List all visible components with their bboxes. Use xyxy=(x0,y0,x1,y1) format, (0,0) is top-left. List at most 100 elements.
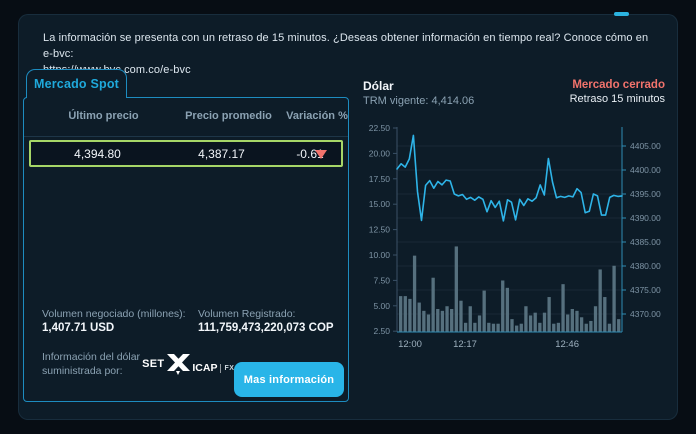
volume-bar xyxy=(593,306,598,332)
volume-axis-label: 20.00 xyxy=(369,148,391,158)
logo-icap-text: ICAP xyxy=(192,362,218,374)
volume-bar xyxy=(584,323,588,332)
logo-separator xyxy=(220,363,222,373)
spot-market-panel: Último precio Precio promedio Variación % … xyxy=(23,97,349,402)
table-row-selected[interactable]: 4,394.80 4,387.17 -0.61 xyxy=(29,140,343,167)
price-axis-label: 4405.00 xyxy=(630,141,661,151)
market-status-badge: Mercado cerrado xyxy=(572,79,665,91)
volume-axis-label: 22.50 xyxy=(369,123,391,133)
volume-bar xyxy=(426,314,431,332)
volume-bar xyxy=(538,322,542,332)
volume-bar xyxy=(450,309,454,332)
volume-bar xyxy=(575,310,579,332)
panel-edge-indicator xyxy=(614,12,629,16)
volume-bar xyxy=(570,309,574,332)
volume-axis-label: 15.00 xyxy=(369,199,391,209)
set-icap-fx-logo: SET ICAP FX xyxy=(142,352,234,376)
volume-bar xyxy=(579,317,584,332)
time-axis-label: 12:46 xyxy=(555,339,579,350)
volume-bar xyxy=(412,255,417,332)
volume-bar xyxy=(431,277,435,332)
volume-bar xyxy=(496,323,500,332)
tab-mercado-spot[interactable]: Mercado Spot xyxy=(26,69,127,98)
triangle-down-icon xyxy=(315,150,327,159)
volume-bar xyxy=(566,314,570,332)
volume-bar xyxy=(598,269,602,332)
volume-axis-label: 2.50 xyxy=(373,326,390,336)
tab-mercado-spot-label: Mercado Spot xyxy=(33,77,120,91)
price-axis-label: 4400.00 xyxy=(630,165,661,175)
volume-bar xyxy=(612,265,616,332)
table-header-cell: Precio promedio xyxy=(185,110,272,122)
table-header-cell: Último precio xyxy=(68,110,139,122)
volume-bar xyxy=(491,323,496,332)
volume-axis-label: 10.00 xyxy=(369,250,391,260)
volumen-negociado-label: Volumen negociado (millones): xyxy=(42,308,186,320)
volume-bar xyxy=(556,322,561,332)
provider-label-line2: suministrada por: xyxy=(42,365,123,377)
volume-bar xyxy=(454,246,458,332)
volume-bar xyxy=(607,323,612,332)
volume-bar xyxy=(408,298,412,332)
volume-bar xyxy=(477,315,482,332)
delay-notice: La información se presenta con un retras… xyxy=(43,30,661,78)
volume-section: Volumen negociado (millones): 1,407.71 U… xyxy=(42,308,338,334)
logo-set-text: SET xyxy=(142,358,165,370)
volume-bar xyxy=(524,306,528,332)
volume-bar xyxy=(561,284,565,332)
volume-axis-label: 7.50 xyxy=(373,275,390,285)
set-icap-mark-icon xyxy=(167,354,191,375)
logo-fx-text: FX xyxy=(224,365,235,372)
volume-bar xyxy=(552,323,556,332)
volume-bar xyxy=(603,297,607,332)
volume-bar xyxy=(533,312,537,332)
market-delay-label: Retraso 15 minutos xyxy=(569,93,665,105)
table-header-row: Último precio Precio promedio Variación % xyxy=(36,110,348,128)
mas-informacion-button[interactable]: Mas información xyxy=(234,362,344,397)
volume-bar xyxy=(422,310,426,332)
volume-bar xyxy=(403,296,407,332)
volume-bar xyxy=(459,300,463,332)
volume-bar xyxy=(399,296,403,332)
volume-bar xyxy=(445,306,449,332)
volume-bar xyxy=(528,315,533,332)
volumen-negociado-value: 1,407.71 USD xyxy=(42,322,115,334)
price-axis-label: 4370.00 xyxy=(630,309,661,319)
time-axis-label: 12:00 xyxy=(398,339,422,350)
price-axis-label: 4385.00 xyxy=(630,237,661,247)
volume-bar xyxy=(463,322,468,332)
price-line xyxy=(396,134,623,222)
chart-header: Dólar TRM vigente: 4,414.06 Mercado cerr… xyxy=(363,79,665,107)
volume-bar xyxy=(617,319,621,332)
volume-bar xyxy=(436,309,440,332)
provider-label-line1: Información del dólar xyxy=(42,351,141,363)
volume-bar xyxy=(473,322,477,332)
volume-bar xyxy=(505,287,510,332)
volumen-registrado-label: Volumen Registrado: xyxy=(198,308,296,320)
volume-bar xyxy=(468,306,472,332)
table-header-divider xyxy=(24,136,348,137)
volume-bar xyxy=(542,312,547,332)
price-axis-label: 4395.00 xyxy=(630,189,661,199)
table-header-cell: Variación % xyxy=(286,110,348,122)
volume-bar xyxy=(515,325,519,332)
provider-section: Información del dólar suministrada por: … xyxy=(42,350,234,378)
volume-axis-label: 17.50 xyxy=(369,174,391,184)
main-panel: La información se presenta con un retras… xyxy=(18,12,681,420)
provider-label: Información del dólar suministrada por: xyxy=(42,350,140,378)
time-axis-label: 12:17 xyxy=(453,339,477,350)
volume-bar xyxy=(589,320,593,332)
market-title: Dólar xyxy=(363,79,394,93)
precio-promedio-value: 4,387.17 xyxy=(198,146,245,161)
volume-bar xyxy=(440,310,445,332)
volume-bar xyxy=(417,302,421,332)
volume-bar xyxy=(547,297,551,332)
delay-notice-text: La información se presenta con un retras… xyxy=(43,32,649,60)
price-axis-label: 4390.00 xyxy=(630,213,661,223)
ultimo-precio-value: 4,394.80 xyxy=(74,146,121,161)
price-volume-chart[interactable]: 4405.00 4400.00 4395.00 4390.00 4385.00 4380.… xyxy=(361,123,681,359)
volume-axis-label: 12.50 xyxy=(369,225,391,235)
variacion-value: -0.61 xyxy=(296,146,324,161)
trm-value: TRM vigente: 4,414.06 xyxy=(363,95,475,107)
volume-axis-label: 5.00 xyxy=(373,301,390,311)
